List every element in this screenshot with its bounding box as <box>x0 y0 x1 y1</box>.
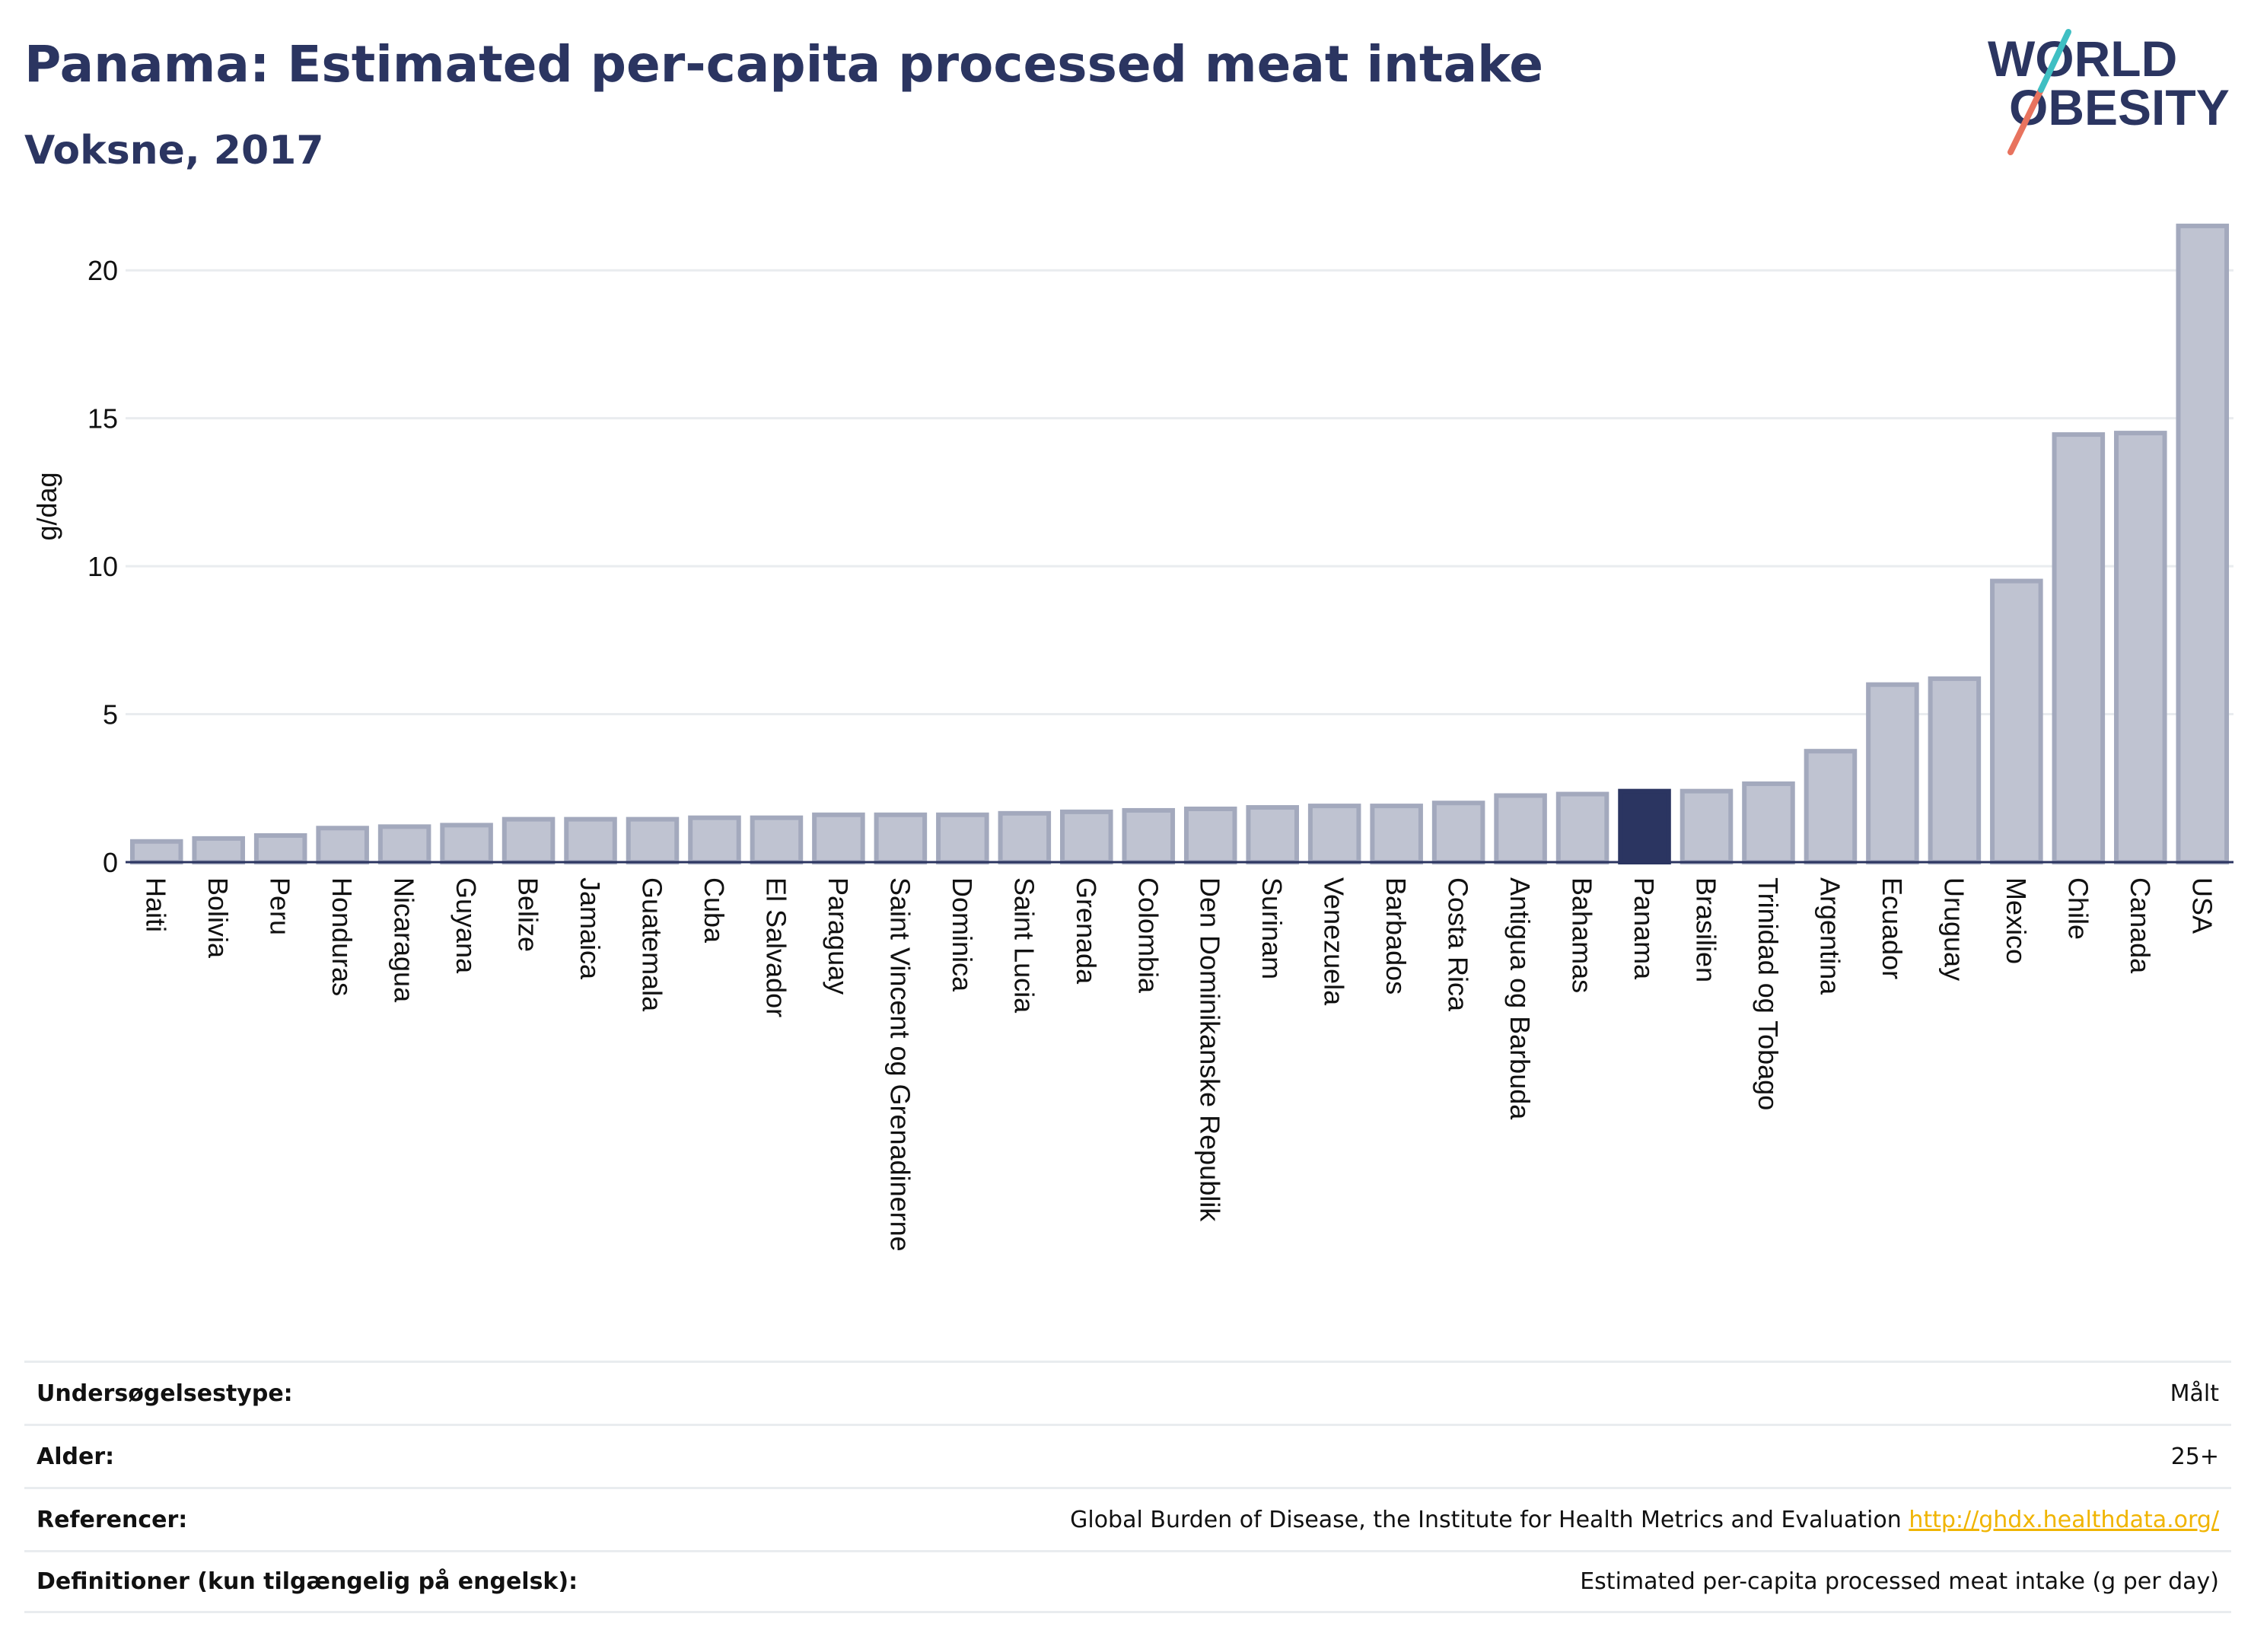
info-row-age: Alder: 25+ <box>24 1424 2231 1487</box>
bar <box>1060 809 1113 865</box>
bar <box>129 839 183 865</box>
bar <box>440 823 493 865</box>
x-tick-label: Bahamas <box>1567 877 1598 993</box>
bar <box>1555 791 1609 864</box>
bar-chart: 0 5 10 15 20 Haiti Bolivia Peru Honduras Nicarag… <box>31 223 2233 1252</box>
x-tick-label: Haiti <box>141 877 172 932</box>
x-tick-label: Dominica <box>947 877 978 992</box>
bar <box>874 812 928 865</box>
bar <box>998 810 1052 865</box>
x-tick-label: Costa Rica <box>1443 877 1474 1012</box>
bar <box>316 826 369 865</box>
bar <box>1742 781 1795 865</box>
x-tick-label: Ecuador <box>1877 877 1908 979</box>
x-tick-label: El Salvador <box>760 877 791 1017</box>
bar <box>1122 807 1176 865</box>
reference-text: Global Burden of Disease, the Institute … <box>1070 1506 1902 1533</box>
y-axis-ticks: 0 5 10 15 20 <box>88 255 118 878</box>
x-tick-label: Uruguay <box>1938 877 1969 981</box>
x-tick-label: Guatemala <box>637 877 668 1012</box>
bar <box>1246 805 1299 864</box>
info-value: Målt <box>2170 1380 2219 1407</box>
x-tick-label: Trinidad og Tobago <box>1753 877 1784 1110</box>
info-value: Estimated per-capita processed meat inta… <box>1580 1568 2219 1595</box>
bar <box>1431 801 1485 864</box>
x-tick-label: USA <box>2186 877 2218 934</box>
x-axis-labels: Haiti Bolivia Peru Honduras Nicaragua Guyana B… <box>141 877 2218 1252</box>
y-tick-label: 20 <box>88 255 118 286</box>
x-tick-label: Saint Lucia <box>1008 877 1040 1014</box>
info-row-definitions: Definitioner (kun tilgængelig på engelsk… <box>24 1550 2231 1613</box>
bar <box>564 816 617 864</box>
bar <box>1866 682 1919 865</box>
y-tick-label: 0 <box>103 847 118 878</box>
grid-lines <box>126 269 2233 716</box>
x-tick-label: Canada <box>2125 877 2156 974</box>
x-tick-label: Colombia <box>1132 877 1164 994</box>
bar <box>501 816 556 864</box>
bar <box>2052 432 2106 864</box>
x-tick-label: Venezuela <box>1319 877 1350 1006</box>
x-tick-label: Saint Vincent og Grenadinerne <box>884 877 915 1252</box>
x-tick-label: Panama <box>1629 877 1660 980</box>
bar <box>2176 223 2230 864</box>
y-tick-label: 15 <box>88 403 118 434</box>
info-label: Undersøgelsestype: <box>37 1380 293 1407</box>
bar <box>1618 788 1671 864</box>
info-value: Global Burden of Disease, the Institute … <box>1070 1507 2219 1533</box>
info-table: Undersøgelsestype: Målt Alder: 25+ Refer… <box>24 1361 2231 1613</box>
y-axis-label: g/dag <box>31 472 62 540</box>
x-tick-label: Argentina <box>1814 877 1845 995</box>
info-label: Definitioner (kun tilgængelig på engelsk… <box>37 1568 578 1595</box>
x-tick-label: Brasilien <box>1691 877 1722 982</box>
reference-link[interactable]: http://ghdx.healthdata.org/ <box>1909 1506 2219 1533</box>
bar <box>688 815 741 864</box>
bar <box>812 812 865 865</box>
bar <box>1307 804 1361 864</box>
bar <box>1183 807 1237 864</box>
chart-subtitle: Voksne, 2017 <box>24 128 324 173</box>
bar <box>1370 804 1423 864</box>
x-tick-label: Mexico <box>2001 877 2032 964</box>
x-tick-label: Peru <box>265 877 296 935</box>
x-tick-label: Honduras <box>326 877 358 996</box>
bar <box>1494 793 1547 864</box>
info-row-survey-type: Undersøgelsestype: Målt <box>24 1361 2231 1424</box>
x-tick-label: Barbados <box>1380 877 1412 995</box>
x-tick-label: Bolivia <box>202 877 234 959</box>
bar <box>253 833 307 864</box>
x-tick-label: Nicaragua <box>389 877 420 1003</box>
bar <box>1804 749 1858 865</box>
x-tick-label: Antigua og Barbuda <box>1504 877 1536 1120</box>
logo-line2: OBESITY <box>2009 79 2230 135</box>
info-label: Referencer: <box>37 1506 188 1533</box>
x-tick-label: Paraguay <box>823 877 854 995</box>
x-tick-label: Chile <box>2062 877 2093 940</box>
y-tick-label: 5 <box>103 699 118 731</box>
x-tick-label: Jamaica <box>575 877 606 980</box>
logo-line1: WORLD <box>1988 30 2177 87</box>
bar <box>1928 676 1982 865</box>
bar <box>377 824 431 865</box>
y-tick-label: 10 <box>88 551 118 582</box>
info-row-references: Referencer: Global Burden of Disease, th… <box>24 1487 2231 1550</box>
bar <box>2114 431 2167 864</box>
x-tick-label: Den Dominikanske Republik <box>1195 877 1226 1222</box>
world-obesity-logo: WORLD OBESITY <box>1988 29 2230 155</box>
bar <box>936 812 989 865</box>
chart-title: Panama: Estimated per-capita processed m… <box>24 35 1544 94</box>
x-tick-label: Guyana <box>451 877 482 974</box>
info-value: 25+ <box>2170 1443 2219 1470</box>
bar <box>1990 578 2043 864</box>
bar <box>192 836 245 865</box>
bars <box>129 223 2230 865</box>
x-tick-label: Grenada <box>1071 877 1102 985</box>
bar <box>1679 788 1734 864</box>
x-tick-label: Surinam <box>1256 877 1288 979</box>
bar <box>750 815 804 864</box>
bar <box>626 816 680 864</box>
x-tick-label: Belize <box>513 877 544 952</box>
x-tick-label: Cuba <box>699 877 730 944</box>
info-label: Alder: <box>37 1443 115 1470</box>
